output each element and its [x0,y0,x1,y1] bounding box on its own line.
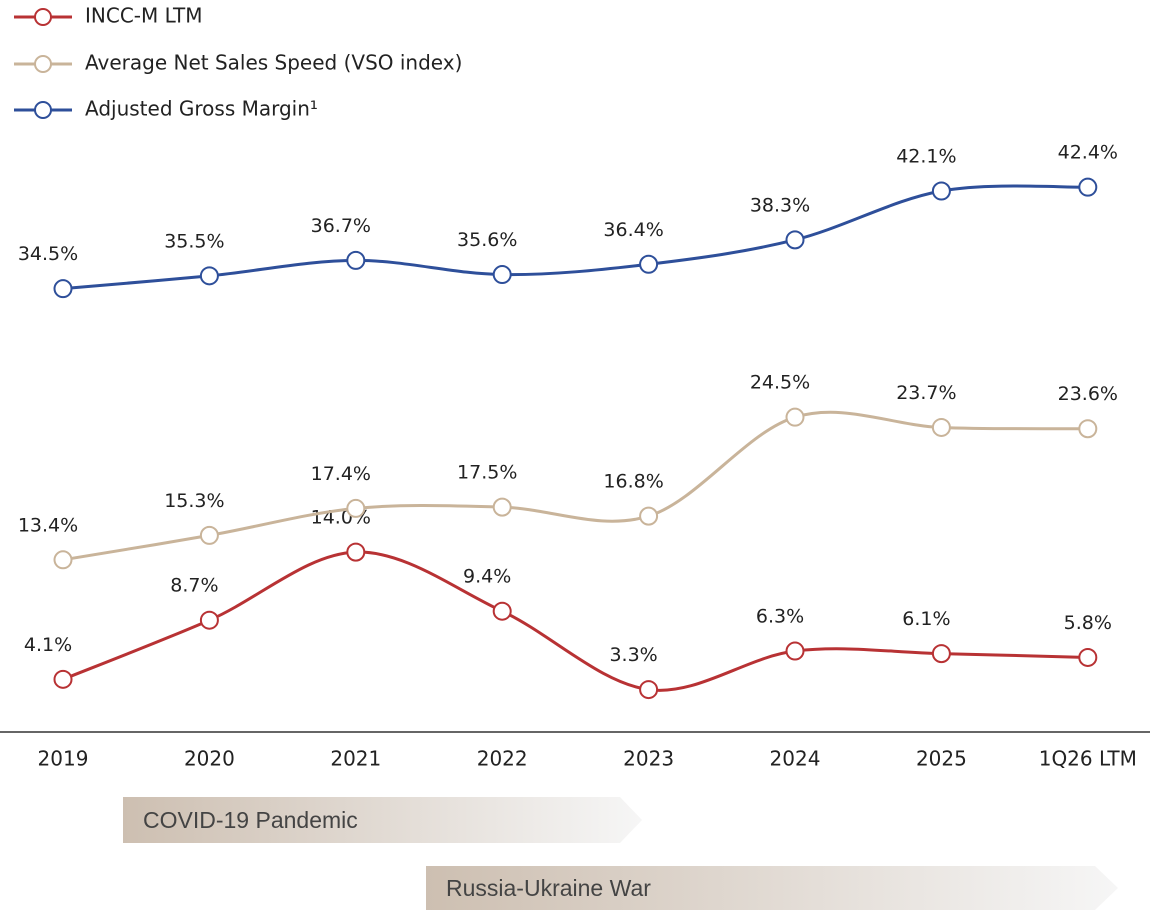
marker [53,669,73,689]
x-tick-label: 2020 [184,747,235,771]
legend-marker [34,8,52,26]
marker [346,250,366,270]
marker [639,680,659,700]
series-line [62,184,1088,291]
data-label: 38.3% [750,194,810,216]
annotation: COVID-19 Pandemic [143,807,358,833]
series-line [62,550,1088,692]
data-label: 8.7% [170,575,218,597]
data-label: 36.4% [603,219,663,241]
x-tick-label: 1Q26 LTM [1039,747,1137,771]
data-label: 23.7% [896,382,956,404]
marker [785,641,805,661]
data-label: 17.5% [457,462,517,484]
marker [199,610,219,630]
data-label: 24.5% [750,372,810,394]
marker [199,525,219,545]
legend-label: Average Net Sales Speed (VSO index) [85,51,462,75]
marker [785,407,805,427]
marker [785,230,805,250]
data-label: 3.3% [609,644,657,666]
data-label: 4.1% [24,634,72,656]
marker [492,601,512,621]
data-label: 9.4% [463,566,511,588]
marker [1078,647,1098,667]
data-label: 36.7% [311,215,371,237]
covid-arrow [123,797,642,843]
data-label: 15.3% [164,490,224,512]
data-label: 17.4% [311,463,371,485]
data-label: 6.1% [902,608,950,630]
x-tick-label: 2022 [477,747,528,771]
data-label: 35.6% [457,229,517,251]
x-tick-label: 2019 [38,747,89,771]
data-label: 6.3% [756,606,804,628]
data-label: 23.6% [1058,383,1118,405]
marker [346,542,366,562]
war-arrow [426,866,1118,910]
data-label: 35.5% [164,230,224,252]
marker [53,550,73,570]
x-tick-label: 2024 [770,747,821,771]
data-label: 13.4% [18,514,78,536]
x-tick-label: 2023 [623,747,674,771]
x-tick-label: 2025 [916,747,967,771]
legend-label: INCC-M LTM [85,4,202,28]
legend-marker [34,101,52,119]
marker [492,265,512,285]
marker [639,254,659,274]
data-label: 34.5% [18,243,78,265]
marker [931,417,951,437]
marker [492,497,512,517]
annotation: Russia-Ukraine War [446,875,651,901]
series-line [62,410,1088,562]
marker [1078,419,1098,439]
data-label: 5.8% [1064,612,1112,634]
data-label: 16.8% [603,471,663,493]
legend-marker [34,55,52,73]
legend-label: Adjusted Gross Margin¹ [85,97,318,121]
marker [1078,177,1098,197]
marker [639,506,659,526]
marker [346,498,366,518]
x-tick-label: 2021 [330,747,381,771]
marker [931,644,951,664]
data-label: 42.1% [896,146,956,168]
data-label: 42.4% [1058,142,1118,164]
marker [931,181,951,201]
marker [53,279,73,299]
marker [199,266,219,286]
